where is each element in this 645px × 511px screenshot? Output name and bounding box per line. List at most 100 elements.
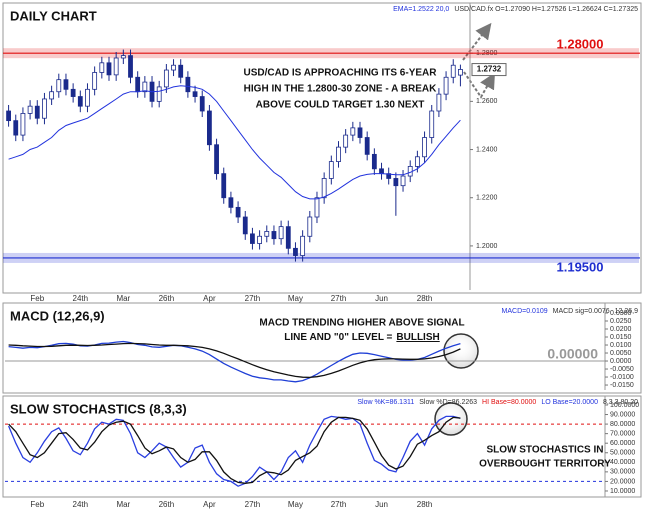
x-tick-label: 24th [73,500,89,509]
y-tick-label: 1.2600 [476,98,498,105]
x-tick-label: May [288,500,303,509]
level-label: 1.28000 [557,37,604,52]
candle-body [228,197,234,208]
x-tick-label: 27th [331,294,347,303]
candle-body [429,110,435,138]
y-tick-label: -0.0100 [610,374,634,381]
candle-body [436,93,442,112]
candle-body [242,216,248,235]
header-item: Slow %D=86.2263 [419,399,477,406]
x-tick-label: Jun [375,500,388,509]
candle-body [278,226,284,240]
candle-body [13,120,19,136]
candle-body [314,197,320,218]
y-tick-label: 80.0000 [610,421,635,428]
x-tick-label: Feb [30,500,44,509]
x-tick-label: 26th [159,294,175,303]
annotation-text: SLOW STOCHASTICS IN [486,445,603,456]
candle-body [85,88,90,107]
y-tick-label: 70.0000 [610,430,635,437]
y-tick-label: -0.0050 [610,366,634,373]
candle-body [458,69,463,76]
x-tick-label: 27th [245,294,261,303]
candle-body [285,226,291,249]
candle-body [106,62,112,76]
x-tick-label: Apr [203,500,216,509]
zero-label: 0.00000 [547,346,598,362]
annotation-text: ABOVE COULD TARGET 1.30 NEXT [256,100,425,111]
x-tick-label: Jun [375,294,388,303]
candle-body [56,79,62,93]
y-tick-label: 50.0000 [610,450,635,457]
header-item: 12,26,9 [615,308,638,315]
y-tick-label: 0.0050 [610,350,632,357]
candle-body [393,178,399,187]
y-tick-label: -0.0150 [610,382,634,389]
y-tick-label: 100.0000 [610,402,639,409]
x-tick-label: 26th [159,500,175,509]
last-price-label: 1.2732 [477,65,502,74]
main-panel [2,2,642,294]
level-label: 1.19500 [557,259,604,274]
candle-body [163,69,169,88]
candle-body [371,153,377,170]
header-item: MACD=0.0109 [502,308,548,315]
x-tick-label: 27th [331,500,347,509]
y-tick-label: 0.0000 [610,358,632,365]
candle-body [199,96,205,112]
candle-body [450,64,456,78]
candle-body [350,127,356,136]
x-tick-label: Feb [30,294,44,303]
y-tick-label: 20.0000 [610,478,635,485]
candle-body [235,206,241,218]
y-tick-label: 0.0200 [610,326,632,333]
x-tick-label: 27th [245,500,261,509]
x-tick-label: Apr [203,294,216,303]
candle-body [171,64,176,71]
header-item: MACD sig=0.0076 [553,308,610,315]
candle-body [70,88,76,97]
y-tick-label: 0.0100 [610,342,632,349]
candle-body [120,55,126,59]
series-line [8,342,461,379]
candle-body [27,105,33,114]
candle-body [336,146,341,162]
header-item: LO Base=20.0000 [541,399,598,406]
panel-title: SLOW STOCHASTICS (8,3,3) [10,401,187,416]
header-item: Slow %K=86.1311 [357,399,414,406]
candle-body [185,76,191,93]
y-tick-label: 30.0000 [610,469,635,476]
y-tick-label: 0.0300 [610,310,632,317]
series-line [8,416,461,484]
candle-body [414,156,420,167]
candle-body [6,110,11,122]
y-tick-label: 10.0000 [610,488,635,495]
candle-body [49,91,55,100]
ema-line [8,85,461,200]
y-tick-label: 0.0150 [610,334,632,341]
annotation-text: MACD TRENDING HIGHER ABOVE SIGNAL [259,318,464,329]
stoch-panel [2,395,642,498]
candle-body [379,168,384,175]
y-tick-label: 1.2400 [476,146,498,153]
arrow-up [462,22,492,61]
x-tick-label: 24th [73,294,89,303]
panel-title: MACD (12,26,9) [10,308,105,323]
panel-header: MACD=0.0109 MACD sig=0.0076 12,26,9 [502,308,639,315]
header-item: HI Base=80.0000 [482,399,536,406]
candle-body [221,173,227,199]
projection-arrows [462,22,495,99]
candle-body [63,79,69,90]
annotation-text: OVERBOUGHT TERRITORY [479,459,611,470]
x-tick-label: 28th [417,294,433,303]
candle-body [178,64,184,78]
candle-body [422,137,427,158]
series-line [8,415,461,487]
candle-body [142,81,148,93]
x-tick-label: 28th [417,500,433,509]
annotation-text: USD/CAD IS APPROACHING ITS 6-YEAR [244,68,438,79]
x-tick-label: Mar [116,294,130,303]
candle-body [92,72,98,90]
y-tick-label: 1.2000 [476,243,498,250]
